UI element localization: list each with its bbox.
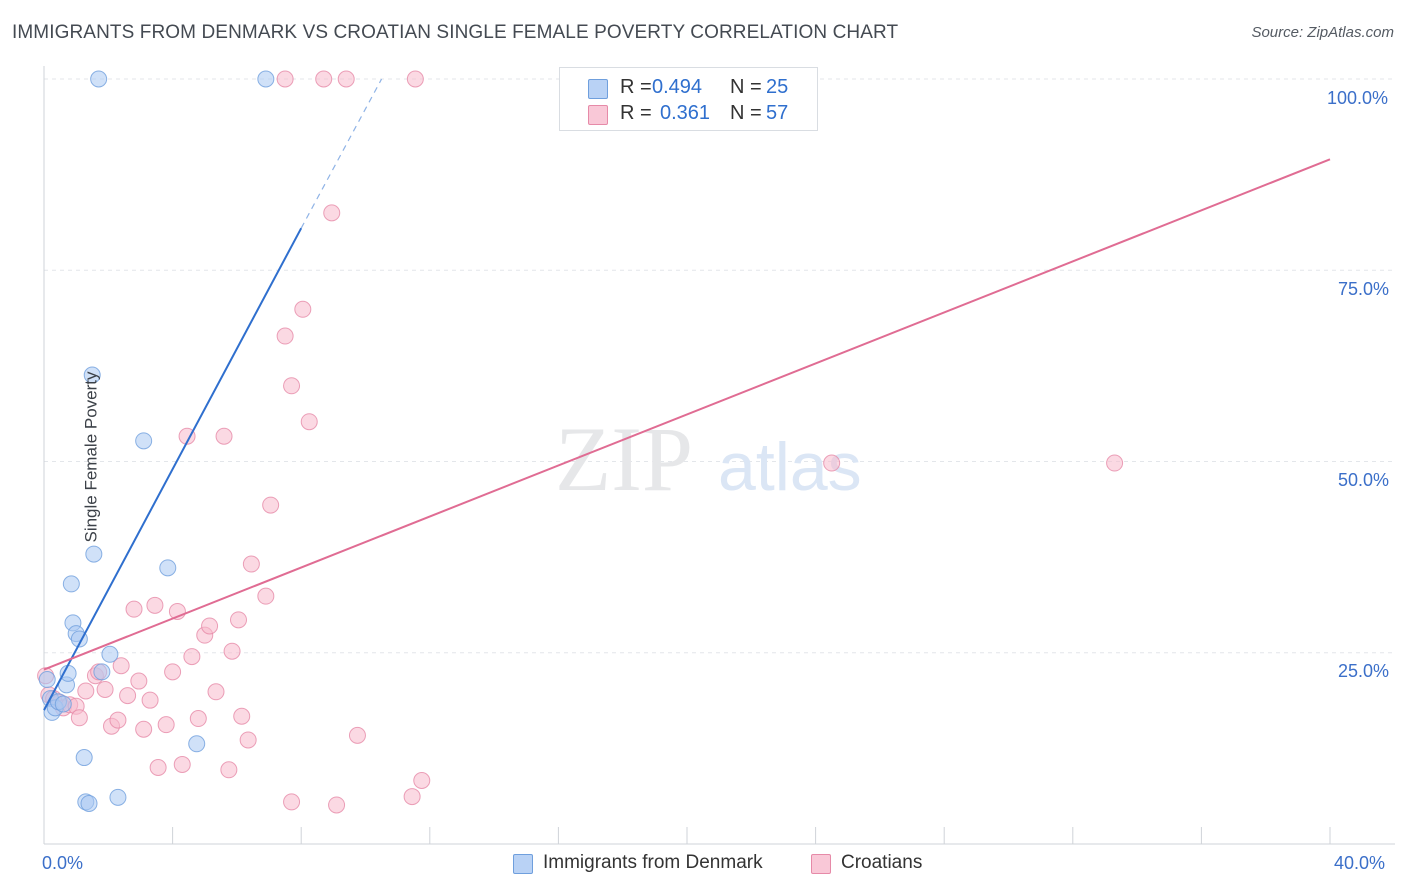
croatian-point — [242, 555, 260, 573]
denmark-point — [101, 645, 119, 663]
legend-swatch-blue — [588, 79, 608, 99]
croatian-point — [300, 413, 318, 431]
denmark-point — [159, 559, 177, 577]
croatian-point — [323, 204, 341, 222]
y-tick-25: 25.0% — [1338, 661, 1390, 681]
denmark-point — [90, 70, 108, 88]
croatian-point — [413, 772, 431, 790]
y-tick-75: 75.0% — [1338, 279, 1390, 299]
chart-title: IMMIGRANTS FROM DENMARK VS CROATIAN SING… — [12, 22, 899, 43]
x-tick-max: 40.0% — [1334, 853, 1386, 873]
denmark-point — [85, 545, 103, 563]
legend-r-label: R = — [620, 102, 652, 124]
legend-r-value: 0.361 — [660, 102, 711, 124]
croatian-point — [173, 755, 191, 773]
y-tick-50: 50.0% — [1338, 470, 1390, 490]
denmark-point — [54, 695, 72, 713]
denmark-point — [38, 671, 56, 689]
croatian-point — [183, 648, 201, 666]
croatian-point — [207, 683, 225, 701]
croatian-point — [328, 796, 346, 814]
croatian-point — [125, 600, 143, 618]
croatian-point — [276, 327, 294, 345]
croatian-point — [262, 496, 280, 514]
x-tick-min: 0.0% — [42, 853, 84, 873]
denmark-point — [188, 735, 206, 753]
watermark: ZIP atlas — [555, 408, 862, 510]
croatian-point — [112, 657, 130, 675]
legend-row-croatians: R = 0.361 N = 57 — [560, 101, 817, 127]
denmark-trend-extension — [300, 78, 383, 229]
croatian-point — [406, 70, 424, 88]
y-tick-100: 100.0% — [1327, 88, 1389, 108]
legend-n-label: N = — [730, 76, 762, 98]
legend-r-value: 0.494 — [652, 76, 703, 98]
watermark-atlas: atlas — [718, 429, 862, 505]
bottom-legend-label: Croatians — [841, 852, 923, 873]
denmark-point — [93, 663, 111, 681]
croatian-point — [239, 731, 257, 749]
trend-lines — [43, 78, 1331, 711]
croatian-point — [96, 680, 114, 698]
croatian-point — [337, 70, 355, 88]
croatian-point — [77, 682, 95, 700]
croatian-point — [257, 587, 275, 605]
croatian-point — [348, 726, 366, 744]
croatian-point — [141, 691, 159, 709]
croatian-point — [283, 793, 301, 811]
croatian-point — [283, 377, 301, 395]
bottom-legend-label: Immigrants from Denmark — [543, 852, 763, 873]
croatian-point — [130, 672, 148, 690]
legend-n-value: 57 — [766, 102, 789, 124]
croatian-point — [119, 687, 137, 705]
croatian-point — [149, 759, 167, 776]
legend-n-value: 25 — [766, 76, 789, 98]
croatian-point — [403, 788, 421, 806]
correlation-legend: R = 0.494 N = 25 R = 0.361 N = 57 — [559, 67, 818, 131]
croatian-point — [220, 761, 238, 779]
bottom-swatch-blue — [513, 854, 533, 874]
legend-row-denmark: R = 0.494 N = 25 — [560, 75, 817, 101]
croatian-point — [201, 617, 219, 635]
croatian-point — [189, 710, 207, 728]
denmark-point — [257, 70, 275, 88]
croatian-point — [215, 427, 233, 445]
denmark-point — [80, 794, 98, 812]
croatian-point — [135, 720, 153, 738]
denmark-point — [75, 749, 93, 767]
legend-n-label: N = — [730, 102, 762, 124]
croatian-point — [276, 70, 294, 88]
denmark-trend-line — [43, 227, 303, 711]
croatian-point — [70, 709, 88, 727]
bottom-swatch-pink — [811, 854, 831, 874]
denmark-point — [83, 366, 101, 384]
croatian-point — [157, 716, 175, 734]
croatian-point — [164, 663, 182, 681]
y-axis-label: Single Female Poverty — [81, 371, 101, 543]
denmark-point — [135, 432, 153, 450]
croatian-point — [315, 70, 333, 88]
croatians-trend-line — [43, 158, 1331, 671]
croatian-point — [823, 454, 841, 472]
croatian-point — [233, 707, 251, 725]
croatian-point — [178, 427, 196, 445]
denmark-point — [62, 575, 80, 593]
croatian-point — [109, 711, 127, 729]
croatian-point — [230, 611, 248, 629]
croatian-point — [294, 300, 312, 318]
watermark-zip: ZIP — [555, 408, 693, 510]
source-credit: Source: ZipAtlas.com — [1251, 24, 1394, 41]
legend-swatch-pink — [588, 105, 608, 125]
croatian-point — [146, 596, 164, 614]
croatian-point — [223, 642, 241, 660]
legend-r-label: R = — [620, 76, 652, 98]
denmark-point — [109, 788, 127, 806]
croatian-point — [1106, 454, 1124, 472]
denmark-points — [38, 70, 275, 812]
